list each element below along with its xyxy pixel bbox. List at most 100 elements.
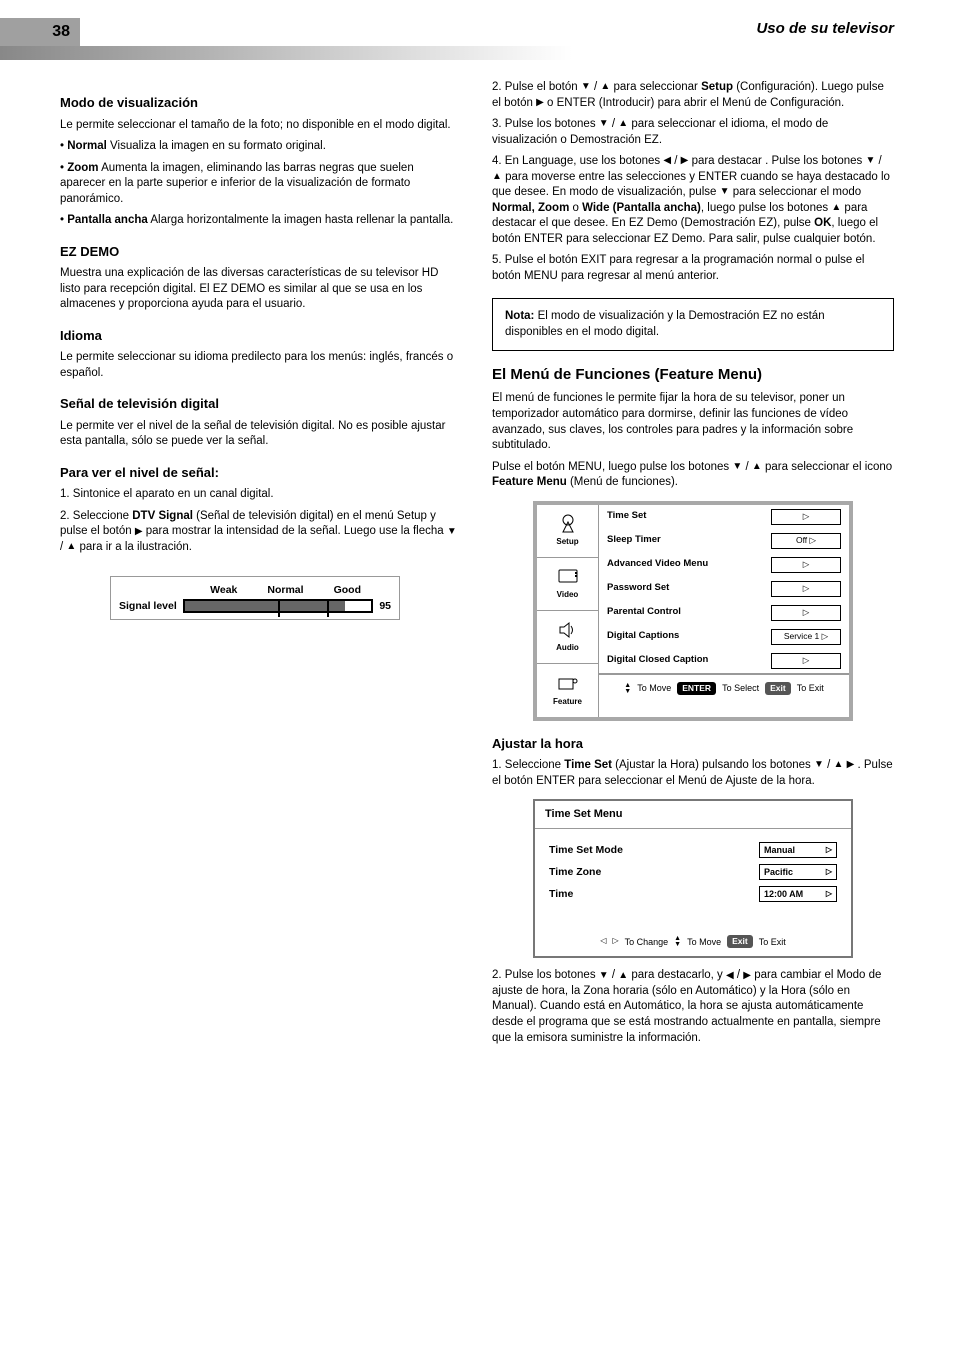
note-box: Nota: El modo de visualización y la Demo…: [492, 298, 894, 351]
right-arrow-icon: ▷: [826, 867, 832, 878]
value-box: Manual▷: [759, 842, 837, 858]
step-text: 3. Pulse los botones ▼ / ▲ para seleccio…: [492, 117, 894, 148]
left-arrow-icon: ◀: [663, 154, 671, 168]
value-box: ▷: [771, 605, 841, 621]
step-text: 4. En Language, use los botones ◀ / ▶ pa…: [492, 154, 894, 247]
time-menu-footer: ◁▷ To Change ▲▼ To Move Exit To Exit: [535, 935, 851, 956]
menu-row: Digital Closed Caption▷: [599, 649, 849, 673]
signal-level-label: Signal level: [119, 599, 177, 613]
left-arrow-icon: ◀: [726, 969, 734, 983]
step-2: 2. Seleccione DTV Signal (Señal de telev…: [60, 509, 462, 556]
down-arrow-icon: ▼: [814, 758, 824, 772]
value-box: 12:00 AM▷: [759, 886, 837, 902]
down-arrow-icon: ▼: [599, 969, 609, 983]
menu-row: Time Set▷: [599, 505, 849, 529]
down-arrow-icon: ▼: [865, 154, 875, 168]
signal-level-figure: Weak Normal Good Signal level 95: [110, 576, 400, 620]
body-text: El menú de funciones le permite fijar la…: [492, 391, 894, 453]
down-arrow-icon: ▼: [599, 117, 609, 131]
page-number: 38: [0, 18, 80, 46]
right-arrow-icon: ▷: [826, 845, 832, 856]
right-arrow-icon: ▶: [743, 969, 751, 983]
signal-fill: [185, 601, 345, 611]
down-arrow-icon: ▼: [732, 460, 742, 474]
heading-language: Idioma: [60, 327, 462, 345]
feature-menu-footer: ▲▼ To Move ENTER To Select Exit To Exit: [599, 673, 849, 703]
step-text: 5. Pulse el botón EXIT para regresar a l…: [492, 253, 894, 284]
up-arrow-icon: ▲: [752, 460, 762, 474]
heading-ezdemo: EZ DEMO: [60, 243, 462, 261]
up-arrow-icon: ▲: [831, 201, 841, 215]
feature-sidebar: Setup Video Audio Feature: [537, 505, 599, 717]
sidebar-item-video: Video: [537, 558, 598, 611]
down-arrow-icon: ▼: [447, 525, 457, 539]
right-arrow-icon: ▶: [847, 758, 855, 772]
updown-icon: ▲▼: [624, 683, 631, 695]
bullet-normal: • Normal Visualiza la imagen en su forma…: [60, 139, 462, 155]
left-column: Modo de visualización Le permite selecci…: [60, 80, 462, 1052]
value-box: ▷: [771, 509, 841, 525]
down-arrow-icon: ▼: [581, 80, 591, 94]
sidebar-item-feature: Feature: [537, 664, 598, 717]
menu-row: Password Set▷: [599, 577, 849, 601]
up-arrow-icon: ▲: [618, 117, 628, 131]
right-arrow-icon: ▷: [826, 889, 832, 900]
value-box: ▷: [771, 653, 841, 669]
time-row: Time 12:00 AM▷: [549, 883, 837, 905]
menu-row: Digital CaptionsService 1 ▷: [599, 625, 849, 649]
up-arrow-icon: ▲: [492, 170, 502, 184]
value-box: ▷: [771, 581, 841, 597]
speaker-icon: [555, 619, 581, 641]
feature-icon: [555, 673, 581, 695]
heading-signal-steps: Para ver el nivel de señal:: [60, 464, 462, 482]
time-menu-title: Time Set Menu: [535, 801, 851, 829]
header-rule: [0, 46, 954, 60]
body-text: Le permite seleccionar el tamaño de la f…: [60, 118, 462, 134]
right-arrow-icon: ▶: [681, 154, 689, 168]
value-box: Off ▷: [771, 533, 841, 549]
signal-bar: [183, 599, 374, 613]
signal-label-weak: Weak: [210, 583, 237, 597]
value-box: Pacific▷: [759, 864, 837, 880]
bullet-zoom: • Zoom Aumenta la imagen, eliminando las…: [60, 161, 462, 208]
down-arrow-icon: ▼: [720, 185, 730, 199]
antenna-icon: [555, 513, 581, 535]
step-text: 1. Seleccione Time Set (Ajustar la Hora)…: [492, 758, 894, 789]
step-text: 2. Pulse los botones ▼ / ▲ para destacar…: [492, 968, 894, 1046]
heading-display-mode: Modo de visualización: [60, 94, 462, 112]
menu-row: Sleep TimerOff ▷: [599, 529, 849, 553]
section-header: Uso de su televisor: [756, 20, 894, 37]
up-arrow-icon: ▲: [66, 540, 76, 554]
value-box: Service 1 ▷: [771, 629, 841, 645]
heading-time-set: Ajustar la hora: [492, 735, 894, 753]
time-row: Time Set Mode Manual▷: [549, 839, 837, 861]
heading-dtv-signal: Señal de televisión digital: [60, 395, 462, 413]
signal-label-good: Good: [334, 583, 361, 597]
right-arrow-icon: ▶: [135, 525, 143, 539]
body-text: Muestra una explicación de las diversas …: [60, 266, 462, 313]
note-body: El modo de visualización y la Demostraci…: [505, 310, 825, 338]
time-row: Time Zone Pacific▷: [549, 861, 837, 883]
up-arrow-icon: ▲: [600, 80, 610, 94]
up-arrow-icon: ▲: [833, 758, 843, 772]
signal-tick: [278, 599, 280, 617]
right-arrow-icon: ▶: [536, 96, 544, 110]
heading-feature-menu: El Menú de Funciones (Feature Menu): [492, 365, 894, 385]
enter-key: ENTER: [677, 682, 716, 695]
step-text: Pulse el botón MENU, luego pulse los bot…: [492, 460, 894, 491]
feature-menu-body: Time Set▷ Sleep TimerOff ▷ Advanced Vide…: [599, 505, 849, 717]
bullet-wide: • Pantalla ancha Alarga horizontalmente …: [60, 213, 462, 229]
signal-tick: [327, 599, 329, 617]
updown-icon: ▲▼: [674, 936, 681, 948]
feature-menu-figure: Setup Video Audio Feature: [533, 501, 853, 721]
signal-label-normal: Normal: [267, 583, 303, 597]
exit-key: Exit: [765, 682, 791, 695]
menu-row: Advanced Video Menu▷: [599, 553, 849, 577]
signal-value: 95: [379, 599, 391, 613]
sidebar-item-setup: Setup: [537, 505, 598, 558]
body-text: Le permite seleccionar su idioma predile…: [60, 350, 462, 381]
value-box: ▷: [771, 557, 841, 573]
note-heading: Nota:: [505, 310, 534, 322]
right-column: 2. Pulse el botón ▼ / ▲ para seleccionar…: [492, 80, 894, 1052]
menu-row: Parental Control▷: [599, 601, 849, 625]
